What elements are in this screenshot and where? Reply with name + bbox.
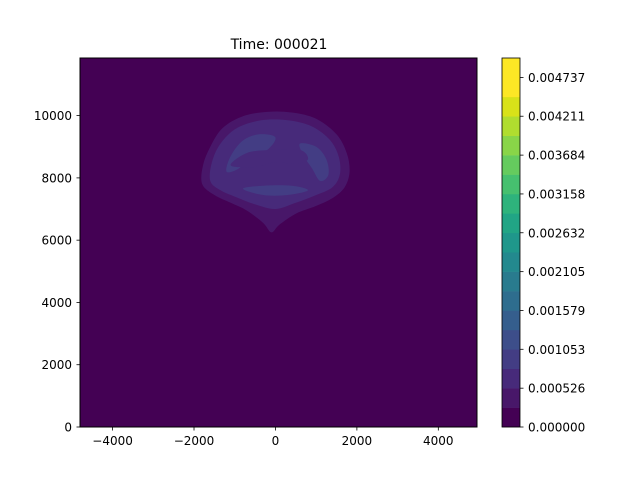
colorbar-tick-label: 0.000000 (528, 421, 585, 435)
colorbar-level (502, 193, 520, 214)
y-tick-label: 6000 (41, 234, 72, 248)
colorbar-tick-label: 0.003158 (528, 187, 585, 201)
y-tick-label: 2000 (41, 358, 72, 372)
colorbar-level (502, 213, 520, 234)
y-tick-label: 8000 (41, 171, 72, 185)
colorbar-tick-label: 0.004737 (528, 71, 585, 85)
colorbar-level (502, 329, 520, 350)
colorbar-level (502, 291, 520, 311)
colorbar-level (502, 96, 520, 117)
contour-level-3-lobe (242, 185, 309, 196)
x-tick-label: −2000 (174, 434, 215, 448)
contour-inner-hole (230, 149, 309, 168)
colorbar-level (502, 174, 520, 195)
colorbar-frame (501, 57, 521, 428)
x-tick-label: 0 (272, 434, 280, 448)
colorbar-level (502, 271, 520, 292)
colorbar-tick-label: 0.002105 (528, 265, 585, 279)
y-axis: 0 2000 4000 6000 8000 10000 (34, 109, 80, 435)
y-tick-label: 0 (64, 421, 72, 435)
colorbar-tick-label: 0.004211 (528, 110, 585, 124)
chart-title: Time: 000021 (230, 37, 328, 53)
colorbar-level (502, 232, 520, 253)
y-tick-label: 4000 (41, 296, 72, 310)
plume-contours (201, 111, 350, 233)
colorbar-level (502, 58, 520, 78)
colorbar-tick-label: 0.000526 (528, 382, 585, 396)
x-axis: −4000 −2000 0 2000 4000 (92, 427, 454, 448)
colorbar-level (502, 77, 520, 98)
colorbar-tick-label: 0.001579 (528, 304, 585, 318)
colorbar-tick-label: 0.001053 (528, 343, 585, 357)
x-tick-label: 4000 (423, 434, 454, 448)
colorbar: 0.000000 0.000526 0.001053 0.001579 0.002105… (501, 57, 585, 435)
colorbar-level (502, 388, 520, 408)
colorbar-tick-label: 0.003684 (528, 149, 585, 163)
colorbar-level (502, 368, 520, 389)
colorbar-level (502, 135, 520, 156)
colorbar-level (502, 116, 520, 136)
x-tick-label: 2000 (342, 434, 373, 448)
contour-level-3-lobe (299, 143, 329, 182)
colorbar-level (502, 349, 520, 370)
x-tick-label: −4000 (92, 434, 133, 448)
colorbar-level (502, 407, 520, 428)
y-tick-label: 10000 (34, 109, 72, 123)
colorbar-level (502, 155, 520, 175)
colorbar-tick-label: 0.002632 (528, 226, 585, 240)
colorbar-level (502, 310, 520, 331)
plot-frame (79, 57, 478, 428)
colorbar-level (502, 252, 520, 272)
